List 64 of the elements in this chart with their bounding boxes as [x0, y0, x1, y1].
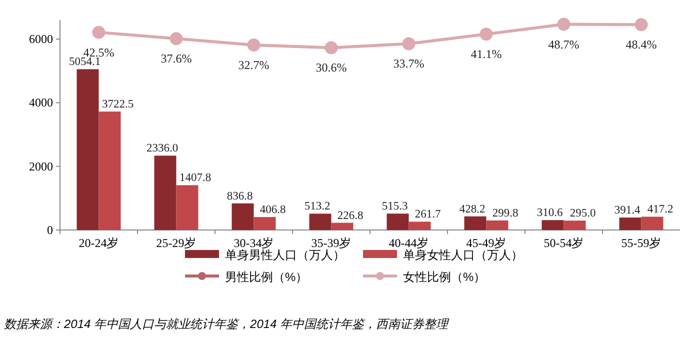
point	[92, 26, 106, 39]
data-label: 37.6%	[160, 52, 192, 66]
x-tick-label: 40-44岁	[388, 236, 429, 250]
bar	[619, 218, 642, 230]
bar	[154, 156, 176, 230]
x-tick-label: 45-49岁	[466, 236, 506, 250]
bar	[486, 220, 508, 230]
point	[634, 18, 648, 32]
data-label: 41.1%	[470, 47, 502, 62]
bar	[176, 185, 198, 230]
data-label: 5054.1	[68, 56, 101, 68]
point	[170, 32, 183, 46]
y-tick-label: 0	[47, 223, 53, 237]
data-label: 30.6%	[316, 60, 347, 75]
data-label: 32.7%	[238, 58, 270, 72]
x-tick-label: 55-59岁	[621, 236, 662, 250]
data-label: 417.2	[647, 204, 674, 216]
data-label: 48.7%	[548, 37, 580, 52]
data-label: 295.0	[570, 208, 596, 220]
bar	[386, 214, 409, 230]
legend-label: 单身女性人口（万人）	[403, 248, 523, 262]
bar	[408, 222, 431, 230]
data-label: 406.8	[260, 204, 286, 216]
bar	[254, 217, 276, 230]
data-label: 513.2	[304, 200, 330, 213]
x-tick-label: 50-54岁	[544, 236, 584, 250]
bar	[641, 216, 664, 230]
bar	[464, 216, 486, 230]
data-label: 299.8	[492, 207, 518, 220]
data-label: 261.7	[414, 208, 441, 221]
data-label: 33.7%	[393, 56, 424, 71]
y-tick-label: 6000	[29, 32, 53, 46]
legend-label: 女性比例（%）	[403, 270, 486, 284]
bar	[76, 69, 99, 230]
data-label: 310.6	[536, 207, 563, 220]
data-label: 836.8	[226, 190, 253, 202]
point	[557, 18, 570, 31]
data-label: 1407.8	[179, 172, 212, 184]
legend-label: 单身男性人口（万人）	[225, 248, 345, 262]
x-tick-label: 25-29岁	[156, 236, 196, 250]
data-label: 515.3	[382, 200, 408, 213]
x-tick-label: 30-34岁	[234, 236, 274, 250]
point	[324, 41, 338, 54]
y-tick-label: 2000	[29, 159, 53, 174]
data-label: 48.4%	[626, 38, 657, 52]
point	[402, 37, 416, 50]
bar	[309, 214, 332, 230]
data-label: 226.8	[337, 210, 364, 222]
data-label: 391.4	[614, 204, 640, 217]
x-tick-label: 35-39岁	[311, 236, 352, 250]
data-label: 428.2	[459, 203, 486, 216]
data-label: 2336.0	[146, 142, 178, 155]
point	[247, 38, 260, 52]
legend-label: 男性比例（%）	[225, 270, 308, 284]
y-tick-label: 4000	[29, 96, 53, 110]
bar	[98, 112, 121, 230]
source-note: 数据来源：2014 年中国人口与就业统计年鉴，2014 年中国统计年鉴，西南证券整理	[4, 317, 450, 331]
x-tick-label: 20-24岁	[78, 236, 119, 250]
bar	[542, 220, 564, 230]
bar	[331, 222, 354, 230]
bar	[232, 203, 254, 230]
bar	[564, 220, 586, 230]
data-label: 3722.5	[102, 98, 134, 111]
point	[480, 28, 493, 41]
